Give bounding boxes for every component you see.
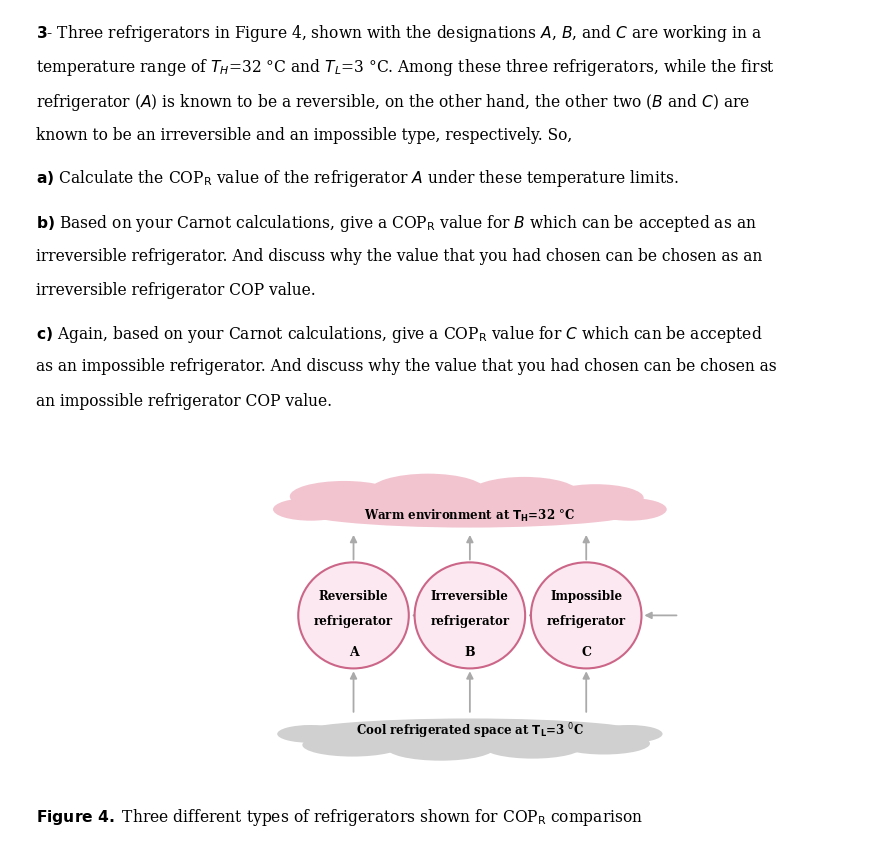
Text: irreversible refrigerator. And discuss why the value that you had chosen can be : irreversible refrigerator. And discuss w… (36, 248, 761, 265)
Text: Warm environment at $\mathbf{T_H}$=32 °C: Warm environment at $\mathbf{T_H}$=32 °C (364, 507, 575, 524)
Text: Impossible: Impossible (550, 590, 621, 604)
Ellipse shape (469, 477, 578, 509)
Ellipse shape (277, 725, 344, 743)
Text: an impossible refrigerator COP value.: an impossible refrigerator COP value. (36, 393, 332, 410)
Text: irreversible refrigerator COP value.: irreversible refrigerator COP value. (36, 282, 316, 299)
Text: Irreversible: Irreversible (430, 590, 509, 604)
Text: $\mathbf{b)}$ Based on your Carnot calculations, give a COP$_\mathrm{R}$ value f: $\mathbf{b)}$ Based on your Carnot calcu… (36, 213, 755, 234)
Ellipse shape (385, 734, 494, 760)
Ellipse shape (414, 562, 525, 668)
Text: as an impossible refrigerator. And discuss why the value that you had chosen can: as an impossible refrigerator. And discu… (36, 358, 776, 375)
Ellipse shape (547, 484, 643, 512)
Text: A: A (349, 647, 358, 659)
Text: refrigerator: refrigerator (430, 615, 509, 628)
Ellipse shape (591, 498, 666, 521)
Ellipse shape (290, 481, 398, 512)
Text: refrigerator: refrigerator (314, 615, 392, 628)
Ellipse shape (482, 734, 582, 759)
Ellipse shape (369, 474, 486, 509)
Text: $\mathbf{c)}$ Again, based on your Carnot calculations, give a COP$_\mathrm{R}$ : $\mathbf{c)}$ Again, based on your Carno… (36, 324, 762, 345)
Ellipse shape (291, 491, 647, 528)
Text: C: C (580, 647, 591, 659)
Text: known to be an irreversible and an impossible type, respectively. So,: known to be an irreversible and an impos… (36, 126, 571, 143)
Text: refrigerator ($\mathit{A}$) is known to be a reversible, on the other hand, the : refrigerator ($\mathit{A}$) is known to … (36, 92, 749, 113)
Text: temperature range of $\mathit{T}_\mathit{H}$=32 °C and $\mathit{T}_\mathit{L}$=3: temperature range of $\mathit{T}_\mathit… (36, 57, 774, 78)
Text: $\mathbf{3}$- Three refrigerators in Figure 4, shown with the designations $\mat: $\mathbf{3}$- Three refrigerators in Fig… (36, 23, 761, 44)
Text: $\mathbf{Figure\ 4.}$ Three different types of refrigerators shown for COP$_\mat: $\mathbf{Figure\ 4.}$ Three different ty… (36, 807, 643, 828)
Ellipse shape (273, 498, 348, 521)
Ellipse shape (530, 562, 641, 668)
Ellipse shape (298, 562, 409, 668)
Ellipse shape (557, 733, 649, 754)
Ellipse shape (291, 718, 647, 749)
Text: refrigerator: refrigerator (546, 615, 625, 628)
Text: Reversible: Reversible (318, 590, 388, 604)
Text: B: B (464, 647, 475, 659)
Ellipse shape (595, 725, 662, 743)
Text: $\mathbf{a)}$ Calculate the COP$_\mathrm{R}$ value of the refrigerator $\mathit{: $\mathbf{a)}$ Calculate the COP$_\mathrm… (36, 168, 678, 189)
Text: Cool refrigerated space at $\mathbf{T_L}$=3 $^0$C: Cool refrigerated space at $\mathbf{T_L}… (355, 721, 584, 741)
Ellipse shape (302, 733, 402, 756)
